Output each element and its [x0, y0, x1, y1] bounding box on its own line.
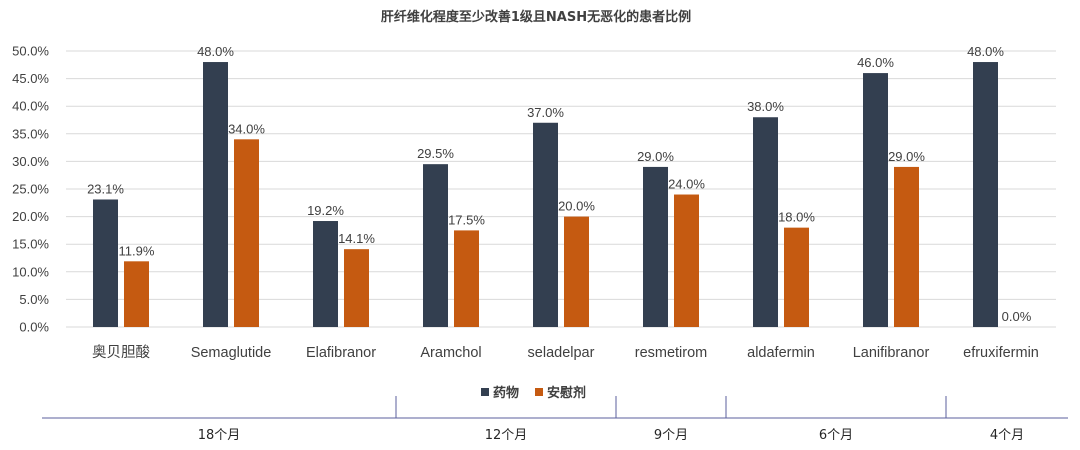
bar-placebo [124, 261, 149, 327]
legend: 药物 安慰剂 [481, 385, 586, 401]
bar-drug [93, 199, 118, 327]
x-tick-label: Lanifibranor [853, 345, 930, 361]
y-tick-label: 0.0% [19, 320, 49, 335]
period-label: 6个月 [819, 428, 853, 443]
x-tick-label: Aramchol [420, 345, 481, 361]
data-label: 29.0% [637, 149, 674, 164]
x-axis-ticks: 奥贝胆酸 Semaglutide Elafibranor Aramchol selade… [92, 344, 1039, 361]
bar-drug [423, 164, 448, 327]
x-tick-label: aldafermin [747, 345, 815, 361]
legend-swatch [535, 388, 543, 396]
legend-label: 药物 [493, 385, 519, 401]
bar-drug [863, 73, 888, 327]
y-tick-label: 5.0% [19, 292, 49, 307]
y-tick-label: 10.0% [12, 264, 49, 279]
period-label: 9个月 [654, 428, 688, 443]
y-tick-label: 25.0% [12, 182, 49, 197]
bar-drug [203, 62, 228, 327]
x-tick-label: Semaglutide [191, 345, 272, 361]
x-tick-label: Elafibranor [306, 345, 376, 361]
data-labels: 23.1% 11.9% 48.0% 34.0% 19.2% 14.1% 29.5% 17.5%… [87, 44, 1032, 324]
bar-drug [313, 221, 338, 327]
bar-drug [533, 122, 558, 327]
data-label: 46.0% [857, 55, 894, 70]
legend-label: 安慰剂 [547, 385, 586, 401]
bar-drug [973, 62, 998, 327]
gridlines [66, 50, 1056, 328]
y-tick-label: 20.0% [12, 209, 49, 224]
period-axis: 18个月 12个月 9个月 6个月 4个月 [42, 396, 1068, 443]
data-label: 38.0% [747, 99, 784, 114]
bar-drug [643, 166, 668, 327]
data-label: 18.0% [778, 210, 815, 225]
x-tick-label: 奥贝胆酸 [92, 344, 150, 361]
period-label: 12个月 [485, 428, 528, 443]
data-label: 34.0% [228, 121, 265, 136]
bars [93, 62, 998, 328]
y-axis-ticks: 0.0% 5.0% 10.0% 15.0% 20.0% 25.0% 30.0% 35.0% 40… [12, 44, 49, 335]
data-label: 29.0% [888, 149, 925, 164]
data-label: 48.0% [197, 44, 234, 59]
x-tick-label: resmetirom [635, 345, 708, 361]
data-label: 29.5% [417, 146, 454, 161]
legend-swatch [481, 388, 489, 396]
bar-placebo [454, 230, 479, 327]
y-tick-label: 15.0% [12, 237, 49, 252]
period-label: 18个月 [198, 428, 241, 443]
y-tick-label: 45.0% [12, 71, 49, 86]
data-label: 14.1% [338, 231, 375, 246]
bar-placebo [344, 249, 369, 327]
data-label: 17.5% [448, 212, 485, 227]
y-tick-label: 30.0% [12, 154, 49, 169]
bar-placebo [784, 227, 809, 327]
bar-placebo [234, 139, 259, 327]
data-label: 20.0% [558, 199, 595, 214]
data-label: 48.0% [967, 44, 1004, 59]
y-tick-label: 40.0% [12, 99, 49, 114]
x-tick-label: efruxifermin [963, 345, 1039, 361]
data-label: 0.0% [1002, 309, 1032, 324]
data-label: 11.9% [119, 243, 155, 258]
x-tick-label: seladelpar [528, 345, 595, 361]
bar-placebo [894, 166, 919, 327]
data-label: 24.0% [668, 177, 705, 192]
data-label: 37.0% [527, 105, 564, 120]
bar-placebo [564, 216, 589, 327]
period-label: 4个月 [990, 428, 1024, 443]
data-label: 23.1% [87, 181, 124, 196]
bar-drug [753, 117, 778, 328]
chart-title: 肝纤维化程度至少改善1级且NASH无恶化的患者比例 [381, 9, 691, 25]
bar-placebo [674, 194, 699, 327]
data-label: 19.2% [307, 203, 344, 218]
y-tick-label: 35.0% [12, 126, 49, 141]
y-tick-label: 50.0% [12, 44, 49, 59]
